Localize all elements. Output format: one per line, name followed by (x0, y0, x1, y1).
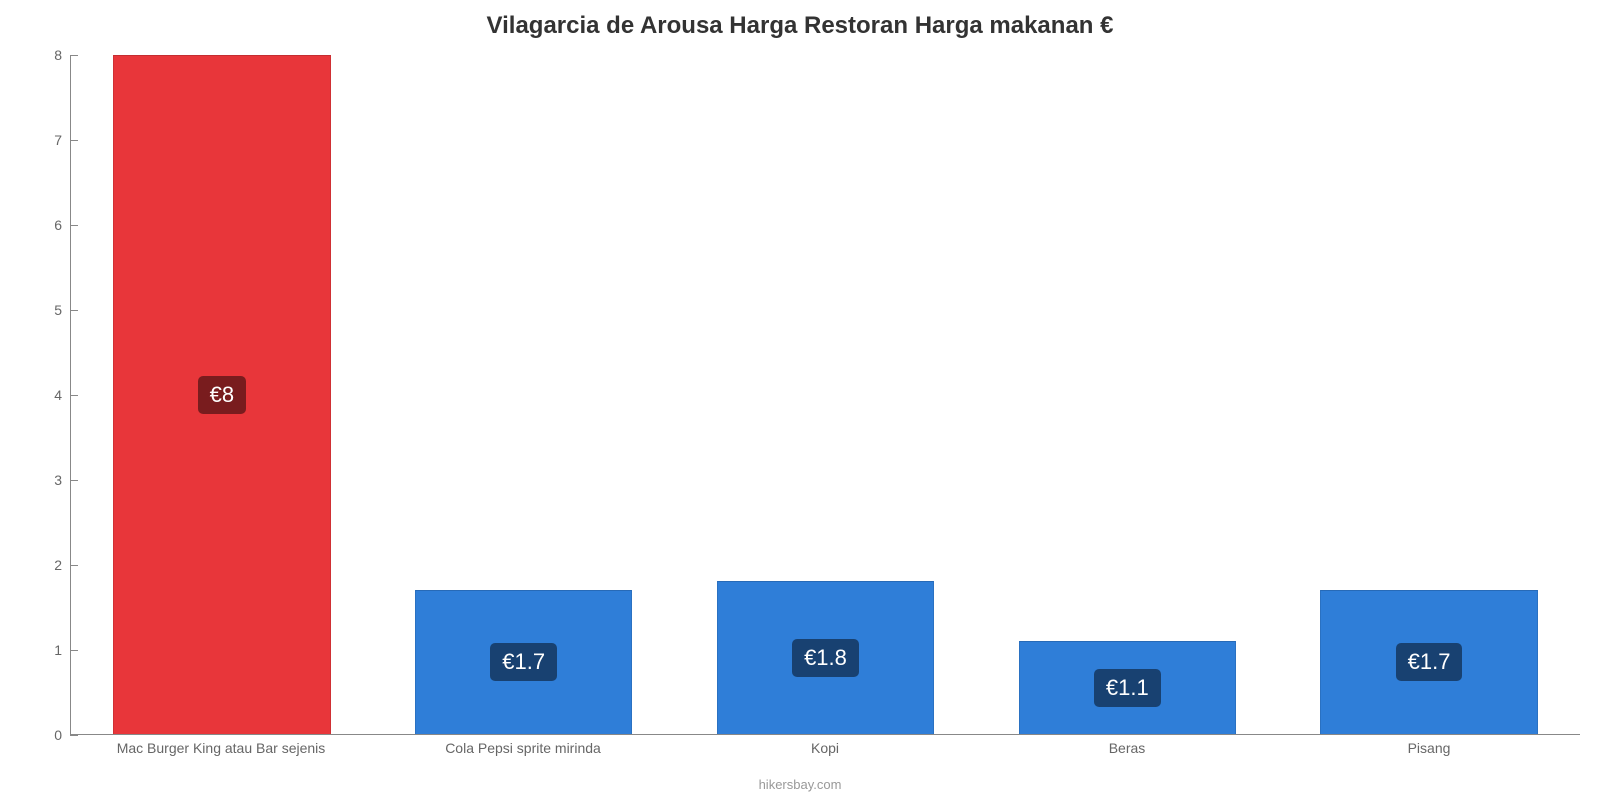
x-axis-labels: Mac Burger King atau Bar sejenisCola Pep… (70, 740, 1580, 756)
y-tick-label: 2 (54, 557, 62, 573)
y-tick-label: 5 (54, 302, 62, 318)
y-axis: 012345678 (40, 55, 70, 735)
bar-slot: €1.7 (1278, 55, 1580, 734)
bar-slot: €1.1 (976, 55, 1278, 734)
x-axis-label: Pisang (1278, 740, 1580, 756)
bar: €1.1 (1019, 641, 1236, 734)
bar-slot: €1.7 (373, 55, 675, 734)
y-tick-label: 6 (54, 217, 62, 233)
y-tick-label: 8 (54, 47, 62, 63)
value-badge: €1.1 (1094, 669, 1161, 707)
x-axis-label: Cola Pepsi sprite mirinda (372, 740, 674, 756)
value-badge: €1.7 (1396, 643, 1463, 681)
bar: €1.7 (1320, 590, 1537, 734)
y-tick-label: 0 (54, 727, 62, 743)
x-axis-label: Mac Burger King atau Bar sejenis (70, 740, 372, 756)
value-badge: €1.8 (792, 639, 859, 677)
y-tick-label: 1 (54, 642, 62, 658)
value-badge: €8 (198, 376, 246, 414)
y-tick-label: 7 (54, 132, 62, 148)
bars-region: €8 €1.7 €1.8 €1.1 €1.7 (70, 55, 1580, 735)
x-axis-label: Kopi (674, 740, 976, 756)
y-tick-mark (70, 735, 78, 736)
value-badge: €1.7 (490, 643, 557, 681)
attribution-text: hikersbay.com (0, 777, 1600, 792)
x-axis-label: Beras (976, 740, 1278, 756)
plot-area: 012345678 €8€1.7€1.8€1.1€1.7 (40, 55, 1580, 735)
chart-container: Vilagarcia de Arousa Harga Restoran Harg… (0, 0, 1600, 800)
bar: €8 (113, 55, 330, 734)
chart-title: Vilagarcia de Arousa Harga Restoran Harg… (0, 0, 1600, 48)
y-tick-label: 3 (54, 472, 62, 488)
bar-slot: €1.8 (675, 55, 977, 734)
y-tick-label: 4 (54, 387, 62, 403)
bar: €1.8 (717, 581, 934, 734)
bar: €1.7 (415, 590, 632, 734)
bar-slot: €8 (71, 55, 373, 734)
